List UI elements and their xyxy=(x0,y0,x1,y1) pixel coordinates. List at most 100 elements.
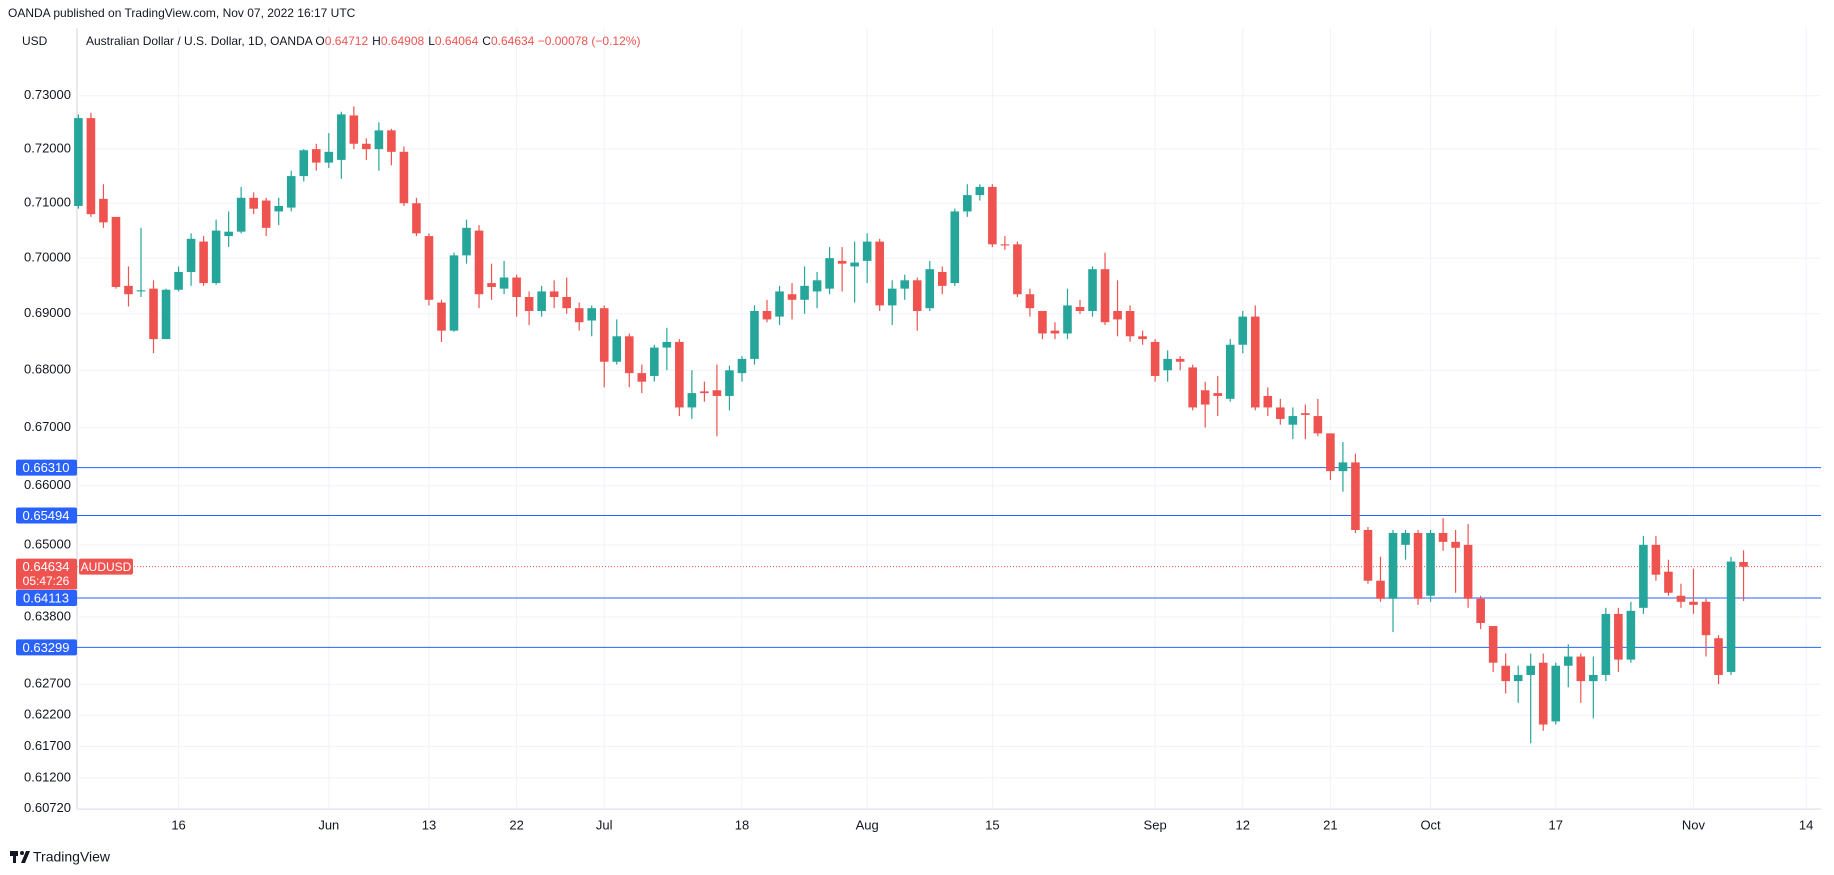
x-tick-label: 14 xyxy=(1799,817,1813,832)
candle-body xyxy=(211,230,221,284)
candle-body xyxy=(537,291,546,311)
x-tick-label: 17 xyxy=(1549,817,1563,832)
last-price-label: 0.64634 xyxy=(23,559,70,574)
candle-body xyxy=(412,203,421,234)
candle-body xyxy=(274,205,284,212)
candle-body xyxy=(599,308,609,362)
candle-body xyxy=(1451,541,1460,548)
candle-body xyxy=(1626,610,1636,660)
candle-body xyxy=(1225,344,1235,399)
candle-body xyxy=(1050,330,1060,334)
x-tick-label: Nov xyxy=(1682,817,1706,832)
candle-body xyxy=(174,271,183,290)
y-tick-label: 0.65000 xyxy=(24,536,71,551)
candle-body xyxy=(374,130,384,150)
candle-body xyxy=(675,341,684,408)
candle-body xyxy=(1664,571,1673,593)
y-tick-label: 0.67000 xyxy=(24,419,71,434)
candle-body xyxy=(1501,665,1510,682)
candle-body xyxy=(437,302,446,331)
candle-body xyxy=(161,289,171,340)
candle-body xyxy=(86,118,96,215)
candle-body xyxy=(837,260,847,264)
countdown: 05:47:26 xyxy=(23,574,70,588)
candle-body xyxy=(299,150,309,177)
candle-body xyxy=(1213,393,1223,396)
candle-body xyxy=(449,255,459,331)
candle-body xyxy=(349,115,359,144)
candle-body xyxy=(1100,269,1110,323)
candle-body xyxy=(1739,562,1748,567)
candle-body xyxy=(1463,544,1473,599)
candle-body xyxy=(1301,413,1310,415)
candle-body xyxy=(1163,358,1172,371)
candle-body xyxy=(1476,598,1485,623)
y-tick-label: 0.62200 xyxy=(24,707,71,722)
candle-body xyxy=(725,370,734,396)
x-tick-label: 22 xyxy=(509,817,523,832)
x-tick-label: Aug xyxy=(856,817,879,832)
candles xyxy=(74,106,1748,744)
y-tick-label: 0.70000 xyxy=(24,250,71,265)
candle-body xyxy=(311,149,321,163)
candle-body xyxy=(1676,595,1686,602)
x-tick-label: 18 xyxy=(735,817,749,832)
candle-body xyxy=(387,130,396,152)
candle-body xyxy=(624,336,634,374)
candle-body xyxy=(1276,407,1285,419)
candle-body xyxy=(1351,462,1360,530)
candle-body xyxy=(1200,390,1210,405)
candle-body xyxy=(249,197,258,209)
change: −0.00078 (−0.12%) xyxy=(537,34,641,48)
candle-body xyxy=(1401,532,1410,545)
candle-body xyxy=(1639,544,1648,608)
candle-body xyxy=(1701,601,1711,636)
candle-body xyxy=(1388,532,1398,599)
publisher-line: OANDA published on TradingView.com, Nov … xyxy=(8,6,356,20)
candle-body xyxy=(462,227,471,256)
candle-body xyxy=(1338,462,1348,472)
level-label: 0.63299 xyxy=(23,640,70,655)
candle-body xyxy=(712,390,722,396)
ohlc-key: H xyxy=(372,34,381,48)
y-tick-label: 0.61700 xyxy=(24,738,71,753)
candle-body xyxy=(887,288,897,306)
candle-body xyxy=(224,231,233,237)
candle-body xyxy=(1576,656,1586,682)
candle-body xyxy=(1651,544,1661,575)
y-tick-label: 0.73000 xyxy=(24,87,71,102)
ohlc-value: 0.64712 xyxy=(324,34,369,48)
last-price-badge xyxy=(16,558,77,590)
ohlc-value: 0.64064 xyxy=(434,34,479,48)
candle-body xyxy=(1363,529,1373,581)
candle-body xyxy=(487,283,496,287)
ohlc-key: L xyxy=(428,34,435,48)
candle-body xyxy=(1438,532,1448,542)
candle-body xyxy=(1413,532,1423,599)
candle-body xyxy=(1326,433,1335,472)
candle-body xyxy=(650,347,659,376)
candle-body xyxy=(1025,294,1035,309)
candle-body xyxy=(1714,638,1723,675)
y-tick-label: 0.71000 xyxy=(24,195,71,210)
candle-body xyxy=(1538,662,1548,725)
candle-body xyxy=(687,393,697,408)
symbol-label: AUDUSD xyxy=(81,560,132,574)
candle-body xyxy=(750,310,759,359)
candle-body xyxy=(74,118,83,206)
ohlc-key: C xyxy=(482,34,491,48)
x-tick-label: Oct xyxy=(1420,817,1441,832)
x-tick-label: Jul xyxy=(596,817,613,832)
candle-body xyxy=(124,285,133,295)
candle-body xyxy=(512,277,521,298)
candle-body xyxy=(975,186,985,196)
candle-body xyxy=(950,211,960,284)
candle-body xyxy=(800,285,809,300)
candle-body xyxy=(937,271,947,286)
candle-body xyxy=(337,114,346,160)
candle-body xyxy=(362,143,371,150)
level-label: 0.65494 xyxy=(23,508,70,523)
candle-body xyxy=(1063,305,1072,334)
candle-body xyxy=(762,310,772,320)
